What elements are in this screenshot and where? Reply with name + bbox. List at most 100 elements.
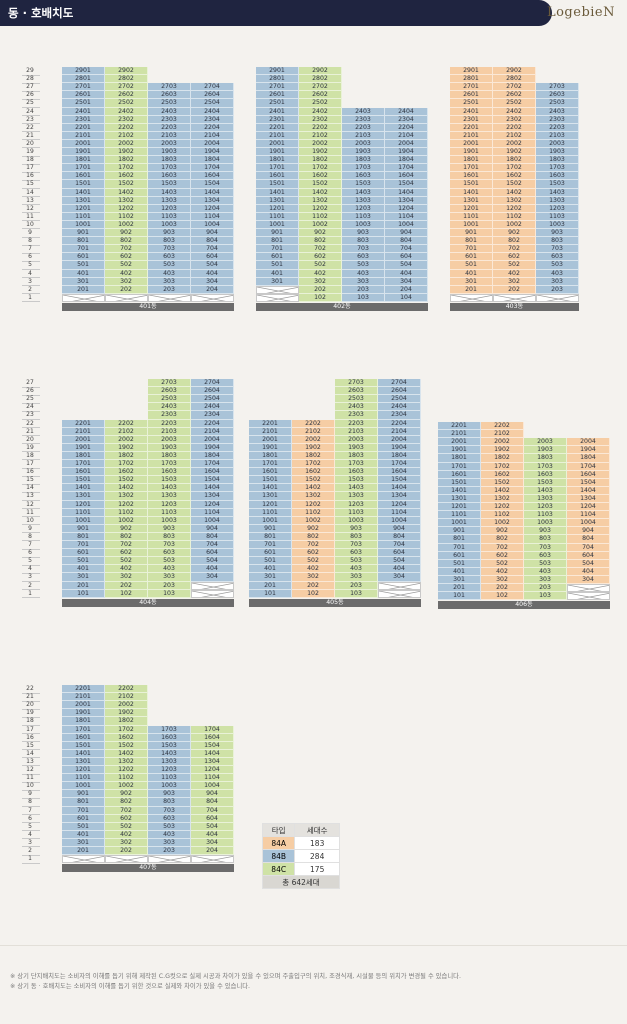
unit-cell: 801 (256, 237, 299, 246)
unit-cell: 1101 (62, 508, 105, 517)
floor-rule (22, 540, 40, 542)
unit-cell: 1503 (148, 741, 191, 750)
unit-cell: 1104 (191, 212, 234, 221)
floor-label: 7 (28, 806, 32, 814)
unit-cell: 2304 (191, 115, 234, 124)
floor-label: 6 (28, 814, 32, 822)
pilotis-cell (256, 285, 299, 294)
unit-cell: 602 (105, 549, 148, 558)
unit-cell: 1002 (299, 220, 342, 230)
unit-cell: 2304 (385, 115, 428, 124)
unit-cell: 1403 (148, 188, 191, 197)
unit-cell: 702 (299, 245, 342, 254)
unit-cell: 2104 (378, 427, 421, 436)
unit-cell: 1304 (191, 492, 234, 501)
pilotis-cell (105, 855, 148, 864)
floor-label: 16 (26, 172, 34, 180)
unit-cell: 803 (524, 535, 567, 544)
unit-cell: 1304 (567, 494, 610, 504)
unit-cell: 1601 (450, 172, 493, 181)
unit-cell: 2002 (105, 435, 148, 444)
unit-cell: 1903 (148, 148, 191, 157)
unit-cell: 1402 (493, 188, 536, 197)
unit-cell: 1902 (292, 443, 335, 452)
legend-count-84B: 284 (294, 849, 340, 863)
unit-cell: 801 (62, 532, 105, 542)
unit-cell: 1102 (105, 508, 148, 517)
unit-cell: 602 (292, 549, 335, 558)
unit-cell: 1303 (148, 196, 191, 205)
unit-cell: 1002 (105, 516, 148, 525)
unit-cell: 301 (62, 277, 105, 286)
unit-cell: 601 (62, 253, 105, 262)
unit-cell: 1004 (385, 220, 428, 230)
unit-cell: 1204 (567, 503, 610, 512)
unit-cell: 2103 (335, 427, 378, 436)
unit-cell: 1101 (450, 212, 493, 221)
unit-cell: 1903 (148, 443, 191, 452)
unit-cell: 801 (249, 532, 292, 542)
floor-label: 5 (28, 261, 32, 269)
unit-cell: 2703 (148, 379, 191, 388)
unit-cell: 203 (148, 847, 191, 856)
unit-cell: 1004 (191, 220, 234, 230)
unit-cell: 302 (105, 838, 148, 848)
floor-label: 8 (28, 798, 32, 806)
unit-cell: 1904 (191, 148, 234, 157)
unit-cell: 1703 (342, 164, 385, 173)
unit-cell: 203 (536, 285, 579, 294)
unit-cell: 501 (62, 557, 105, 566)
unit-cell: 2303 (536, 115, 579, 124)
unit-cell: 1004 (191, 516, 234, 525)
unit-cell: 1802 (105, 451, 148, 461)
floor-label: 20 (26, 139, 34, 147)
unit-cell: 1503 (148, 180, 191, 189)
floor-rule (22, 244, 40, 246)
floor-rule (22, 285, 40, 287)
unit-cell: 102 (292, 589, 335, 598)
unit-cell: 702 (481, 543, 524, 552)
unit-cell: 2104 (191, 131, 234, 140)
unit-cell: 1801 (256, 156, 299, 165)
unit-cell: 2102 (105, 131, 148, 140)
unit-cell: 1502 (105, 741, 148, 750)
unit-cell: 901 (249, 524, 292, 533)
unit-cell: 2203 (148, 123, 191, 132)
unit-cell: 1001 (249, 516, 292, 525)
floor-label: 1 (28, 589, 32, 597)
unit-cell: 902 (481, 527, 524, 536)
unit-cell: 801 (450, 237, 493, 246)
unit-cell: 2502 (105, 99, 148, 108)
unit-cell: 1501 (62, 180, 105, 189)
unit-cell: 801 (62, 237, 105, 246)
unit-cell: 1001 (62, 220, 105, 230)
unit-cell: 502 (493, 261, 536, 270)
floor-label: 3 (28, 838, 32, 846)
floor-label: 18 (26, 717, 34, 725)
unit-cell: 1203 (148, 766, 191, 775)
unit-cell: 2703 (536, 83, 579, 92)
unit-cell: 1402 (105, 749, 148, 758)
unit-cell: 2201 (62, 685, 105, 694)
unit-cell: 2204 (378, 419, 421, 428)
unit-cell: 1704 (567, 462, 610, 471)
floor-rule (22, 708, 40, 710)
floor-label: 4 (28, 830, 32, 838)
unit-cell: 604 (191, 253, 234, 262)
unit-cell: 2004 (385, 139, 428, 149)
unit-cell: 602 (105, 253, 148, 262)
unit-cell: 2304 (378, 411, 421, 420)
unit-cell: 401 (438, 567, 481, 576)
unit-cell: 1504 (191, 180, 234, 189)
unit-cell: 1501 (62, 741, 105, 750)
unit-cell: 2004 (191, 435, 234, 444)
unit-cell: 1803 (536, 156, 579, 165)
floor-rule (22, 532, 40, 534)
pilotis-cell (148, 293, 191, 302)
unit-cell: 802 (105, 237, 148, 246)
unit-cell: 2204 (191, 123, 234, 132)
unit-cell: 1104 (191, 508, 234, 517)
floor-rule (22, 508, 40, 509)
floor-label: 12 (26, 204, 34, 212)
unit-cell: 103 (335, 589, 378, 598)
